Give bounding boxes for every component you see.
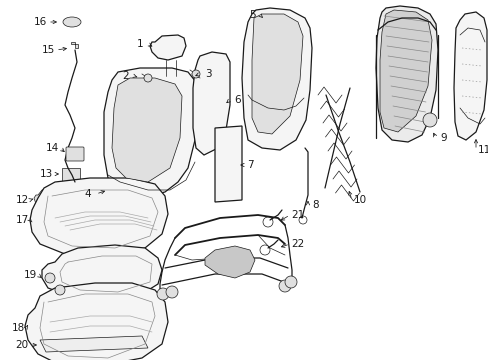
FancyBboxPatch shape [66, 147, 84, 161]
Text: 18: 18 [11, 323, 24, 333]
Polygon shape [193, 52, 229, 155]
Polygon shape [30, 178, 168, 256]
Text: 3: 3 [204, 69, 211, 79]
Polygon shape [150, 35, 185, 60]
Text: 2: 2 [122, 71, 129, 81]
Text: 8: 8 [312, 200, 319, 210]
Polygon shape [375, 6, 437, 142]
Text: 14: 14 [45, 143, 59, 153]
Text: 17: 17 [15, 215, 29, 225]
Circle shape [422, 113, 436, 127]
Polygon shape [453, 12, 486, 140]
Circle shape [143, 74, 152, 82]
Polygon shape [62, 168, 80, 182]
Polygon shape [104, 68, 198, 196]
Polygon shape [379, 10, 431, 132]
Text: 16: 16 [33, 17, 46, 27]
Text: 11: 11 [476, 145, 488, 155]
Circle shape [55, 285, 65, 295]
Text: 21: 21 [291, 210, 304, 220]
Text: 6: 6 [234, 95, 241, 105]
Circle shape [279, 280, 290, 292]
Polygon shape [40, 336, 148, 352]
Polygon shape [112, 78, 182, 182]
Text: 7: 7 [246, 160, 253, 170]
Polygon shape [25, 283, 168, 360]
Circle shape [157, 288, 169, 300]
Text: 13: 13 [40, 169, 53, 179]
Text: 20: 20 [16, 340, 28, 350]
Polygon shape [71, 42, 78, 48]
Polygon shape [34, 188, 55, 210]
Text: 5: 5 [248, 10, 255, 20]
Text: 19: 19 [23, 270, 37, 280]
Text: 9: 9 [440, 133, 447, 143]
Text: 10: 10 [353, 195, 366, 205]
Circle shape [192, 70, 200, 78]
Polygon shape [215, 126, 242, 202]
Text: 4: 4 [84, 189, 91, 199]
Circle shape [45, 273, 55, 283]
Circle shape [165, 286, 178, 298]
Polygon shape [242, 8, 311, 150]
Polygon shape [204, 246, 254, 278]
Ellipse shape [63, 17, 81, 27]
Polygon shape [42, 245, 162, 298]
Text: 12: 12 [15, 195, 29, 205]
Circle shape [285, 276, 296, 288]
Text: 22: 22 [291, 239, 304, 249]
Polygon shape [251, 14, 303, 134]
Text: 15: 15 [41, 45, 55, 55]
Text: 1: 1 [137, 39, 143, 49]
